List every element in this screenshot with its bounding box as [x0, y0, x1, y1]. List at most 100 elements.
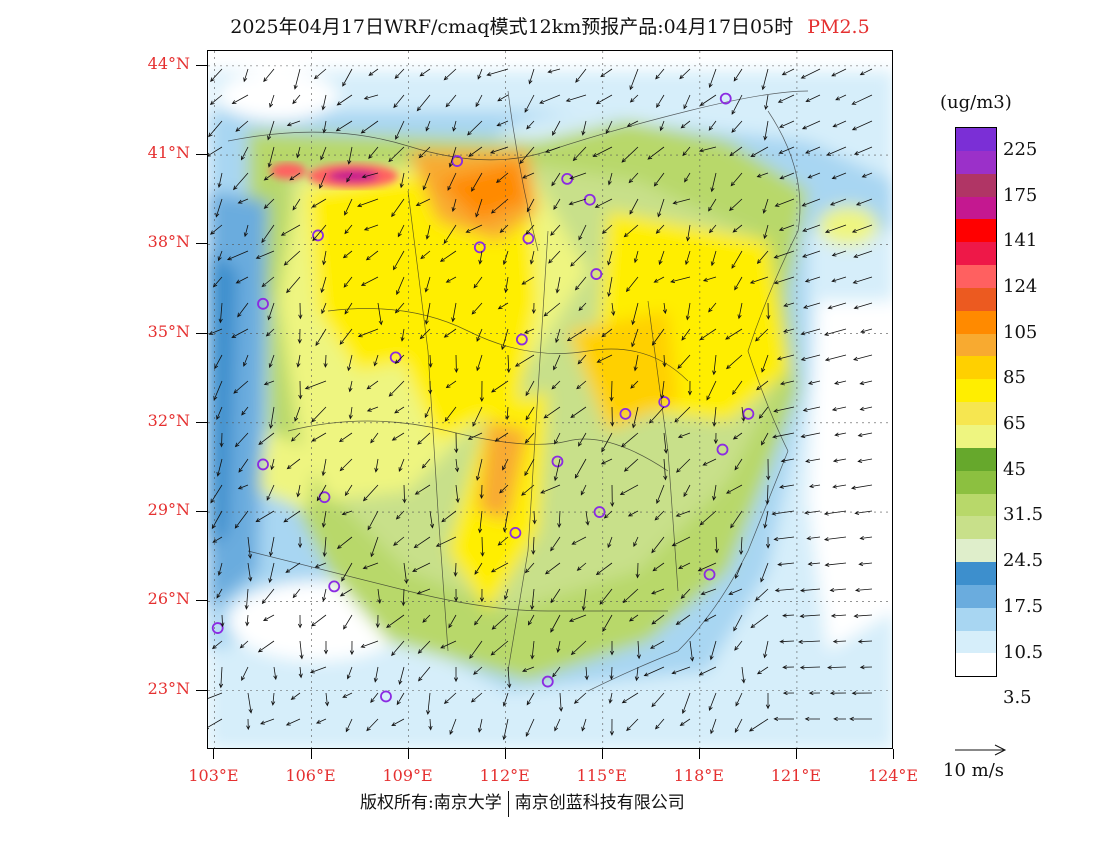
wind-vector	[555, 276, 561, 294]
wind-vector	[574, 458, 587, 479]
wind-vector	[473, 666, 483, 675]
wind-vector	[655, 718, 665, 730]
wind-vector	[490, 198, 509, 214]
wind-vector	[237, 198, 249, 204]
wind-vector	[572, 146, 587, 162]
city-marker	[703, 568, 716, 581]
colorbar-swatch	[956, 630, 996, 654]
wind-vector	[573, 692, 587, 704]
wind-vector	[377, 302, 383, 326]
wind-vector	[628, 614, 639, 622]
wind-vector	[607, 250, 613, 266]
wind-vector	[653, 276, 665, 283]
wind-vector	[798, 639, 821, 644]
wind-vector	[566, 328, 587, 342]
city-marker	[473, 241, 486, 254]
wind-vector	[659, 120, 665, 132]
wind-vector	[800, 354, 821, 361]
wind-vector	[708, 224, 717, 234]
wind-vector	[581, 120, 587, 136]
wind-vector	[647, 146, 665, 160]
wind-vector	[782, 665, 795, 670]
wind-vector	[826, 146, 847, 156]
wind-vector	[241, 666, 249, 682]
wind-vector	[628, 172, 639, 184]
wind-vector	[830, 613, 847, 618]
wind-vector	[765, 536, 771, 549]
wind-vector	[524, 458, 535, 477]
wind-vector	[710, 172, 717, 193]
wind-vector	[662, 354, 667, 368]
wind-vector	[490, 562, 509, 573]
wind-vector	[600, 458, 613, 465]
wind-vector	[453, 667, 459, 683]
wind-vector	[756, 250, 769, 265]
wind-vector	[273, 666, 278, 681]
colorbar-swatch	[956, 287, 996, 311]
wind-vector	[748, 718, 769, 732]
wind-vector	[660, 380, 665, 400]
wind-vector	[631, 302, 639, 326]
wind-vector	[756, 380, 769, 391]
wind-vector	[710, 250, 717, 267]
lon-tick	[310, 749, 312, 759]
wind-vector	[524, 94, 535, 113]
wind-vector	[772, 432, 795, 439]
wind-vector	[521, 484, 535, 496]
wind-vector	[551, 172, 561, 187]
wind-vector	[698, 666, 717, 676]
wind-vector	[445, 380, 457, 389]
wind-vector	[568, 198, 587, 206]
wind-vector	[805, 146, 821, 154]
wind-vector	[543, 406, 561, 419]
wind-vector	[269, 536, 275, 557]
wind-vector	[216, 458, 223, 477]
wind-vector	[697, 562, 717, 572]
wind-vector	[852, 276, 873, 284]
wind-vector	[258, 432, 275, 445]
wind-vector	[777, 562, 795, 567]
wind-vector	[663, 458, 668, 481]
wind-vector	[349, 640, 355, 656]
wind-vector	[415, 198, 431, 206]
wind-vector	[361, 172, 379, 179]
wind-vector	[321, 510, 327, 528]
wind-vector	[626, 718, 639, 732]
wind-vector	[750, 146, 769, 157]
wind-vector	[360, 640, 379, 648]
wind-vector	[823, 536, 847, 542]
wind-vector	[543, 302, 561, 317]
lat-tick	[196, 511, 207, 513]
wind-vector	[474, 562, 483, 575]
wind-vector	[675, 614, 691, 626]
wind-vector	[241, 406, 249, 416]
wind-vector	[653, 172, 665, 187]
wind-vector	[502, 458, 509, 471]
wind-vector	[657, 198, 665, 218]
lat-tick	[196, 154, 207, 156]
wind-vector	[699, 510, 717, 526]
wind-vector	[443, 692, 457, 705]
wind-vector	[678, 562, 691, 569]
wind-vector	[851, 224, 873, 233]
wind-vector	[266, 484, 275, 501]
wind-vector	[800, 328, 821, 336]
wind-vector	[396, 276, 405, 296]
wind-vector	[655, 68, 665, 80]
wind-vector	[553, 198, 561, 210]
wind-vector	[297, 536, 303, 549]
wind-vector	[749, 276, 769, 284]
wind-vector	[853, 302, 873, 310]
wind-vector	[311, 198, 327, 208]
wind-vector	[603, 510, 613, 519]
wind-vector	[651, 692, 665, 708]
wind-vector	[443, 224, 457, 245]
wind-vector	[581, 588, 587, 612]
wind-vector	[739, 536, 744, 556]
wind-vector	[725, 484, 743, 494]
wind-vector	[477, 68, 483, 80]
lon-tick	[213, 749, 215, 759]
wind-vector	[782, 690, 795, 696]
wind-vector	[831, 68, 847, 77]
wind-vector	[832, 458, 847, 463]
